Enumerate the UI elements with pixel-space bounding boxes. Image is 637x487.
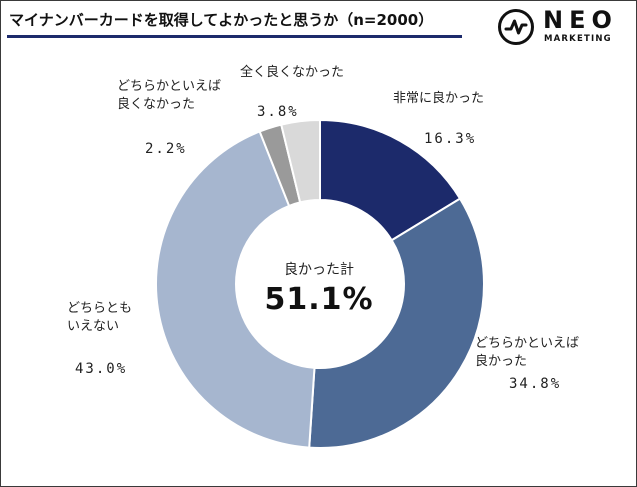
logo-wordmark: NEO bbox=[543, 6, 618, 34]
slice-label-line: 良くなかった bbox=[117, 97, 196, 112]
chart-title: マイナンバーカードを取得してよかったと思うか（n=2000） bbox=[9, 11, 434, 29]
neo-pulse-icon bbox=[498, 9, 534, 45]
slice-label-line: どちらとも bbox=[67, 301, 133, 316]
pct-somewhat-bad: 2.2% bbox=[145, 141, 187, 157]
pct-not-good-at-all: 3.8% bbox=[257, 104, 299, 120]
pct-somewhat-good: 34.8% bbox=[509, 376, 562, 392]
slice-somewhat-good bbox=[308, 197, 485, 449]
slice-label-line: どちらかといえば bbox=[475, 336, 580, 351]
label-somewhat-good: どちらかといえば 良かった bbox=[475, 335, 579, 371]
label-neither: どちらとも いえない bbox=[67, 300, 132, 336]
center-total-value: 51.1% bbox=[264, 282, 374, 317]
slice-label-line: 良かった bbox=[475, 354, 528, 369]
slice-label-line: どちらかといえば bbox=[117, 79, 222, 94]
pct-neither: 43.0% bbox=[75, 361, 128, 377]
slice-neither bbox=[155, 130, 316, 449]
slice-label-line: いえない bbox=[67, 319, 120, 334]
label-not-good-at-all: 全く良くなかった bbox=[240, 64, 344, 82]
donut-slices bbox=[155, 118, 485, 449]
title-underline bbox=[7, 35, 462, 38]
neo-marketing-logo: NEO MARKETING bbox=[497, 6, 618, 47]
logo-subtitle: MARKETING bbox=[544, 34, 612, 44]
pct-very-good: 16.3% bbox=[424, 131, 477, 147]
slice-label-line: 全く良くなかった bbox=[240, 65, 345, 80]
slice-label-line: 非常に良かった bbox=[393, 91, 485, 106]
label-very-good: 非常に良かった bbox=[393, 90, 484, 108]
center-caption: 良かった計 bbox=[284, 262, 354, 278]
label-somewhat-bad: どちらかといえば 良くなかった bbox=[117, 78, 221, 114]
slice-not-good-at-all bbox=[280, 118, 321, 204]
